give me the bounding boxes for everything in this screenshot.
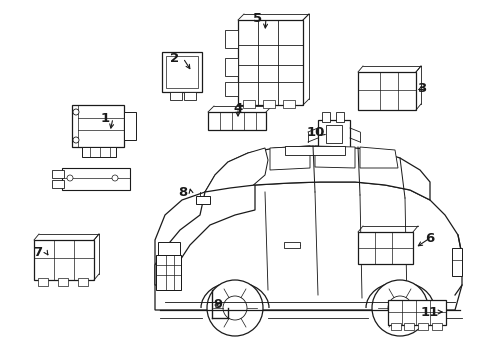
- Bar: [263, 100, 274, 108]
- Bar: [158, 242, 180, 255]
- Bar: [196, 196, 209, 204]
- Bar: [224, 58, 238, 76]
- Polygon shape: [155, 182, 461, 310]
- Bar: [284, 242, 299, 248]
- Text: 8: 8: [178, 186, 187, 199]
- Bar: [52, 180, 64, 188]
- Text: 7: 7: [33, 246, 42, 258]
- Circle shape: [206, 280, 263, 336]
- Circle shape: [73, 109, 79, 115]
- Bar: [283, 100, 294, 108]
- Bar: [335, 148, 343, 154]
- Bar: [78, 278, 88, 286]
- Polygon shape: [204, 148, 267, 194]
- Bar: [335, 112, 343, 122]
- Bar: [357, 72, 415, 110]
- Text: 10: 10: [306, 126, 325, 139]
- Polygon shape: [314, 146, 354, 168]
- Bar: [390, 323, 400, 330]
- Bar: [431, 323, 441, 330]
- Bar: [357, 232, 412, 264]
- Bar: [183, 92, 196, 100]
- Text: 2: 2: [170, 51, 179, 64]
- Bar: [165, 56, 198, 88]
- Text: 6: 6: [425, 231, 434, 244]
- Bar: [325, 125, 341, 143]
- Bar: [62, 168, 130, 190]
- Polygon shape: [285, 146, 345, 155]
- Bar: [72, 105, 124, 147]
- Text: 9: 9: [213, 298, 222, 311]
- Bar: [38, 278, 48, 286]
- Bar: [170, 92, 182, 100]
- Text: 3: 3: [417, 81, 426, 94]
- Bar: [52, 170, 64, 178]
- Bar: [321, 112, 329, 122]
- Circle shape: [387, 296, 411, 320]
- Polygon shape: [359, 147, 397, 168]
- Bar: [224, 30, 238, 48]
- Bar: [317, 120, 349, 148]
- Bar: [387, 300, 445, 325]
- Polygon shape: [155, 185, 254, 285]
- Bar: [238, 20, 303, 105]
- Bar: [124, 112, 136, 140]
- Text: 4: 4: [233, 102, 242, 114]
- Bar: [162, 52, 202, 92]
- Polygon shape: [204, 146, 429, 200]
- Circle shape: [67, 175, 73, 181]
- Bar: [417, 323, 427, 330]
- Bar: [243, 100, 254, 108]
- Circle shape: [73, 137, 79, 143]
- Circle shape: [223, 296, 246, 320]
- Bar: [451, 248, 461, 276]
- Text: 1: 1: [100, 112, 109, 125]
- Bar: [34, 240, 94, 280]
- Circle shape: [112, 175, 118, 181]
- Bar: [224, 82, 238, 96]
- Bar: [207, 112, 265, 130]
- Text: 11: 11: [420, 306, 438, 319]
- Bar: [319, 148, 327, 154]
- Text: 5: 5: [253, 12, 262, 24]
- Polygon shape: [269, 146, 309, 170]
- Bar: [156, 255, 181, 290]
- Bar: [82, 147, 116, 157]
- Circle shape: [371, 280, 427, 336]
- Bar: [403, 323, 413, 330]
- Bar: [58, 278, 68, 286]
